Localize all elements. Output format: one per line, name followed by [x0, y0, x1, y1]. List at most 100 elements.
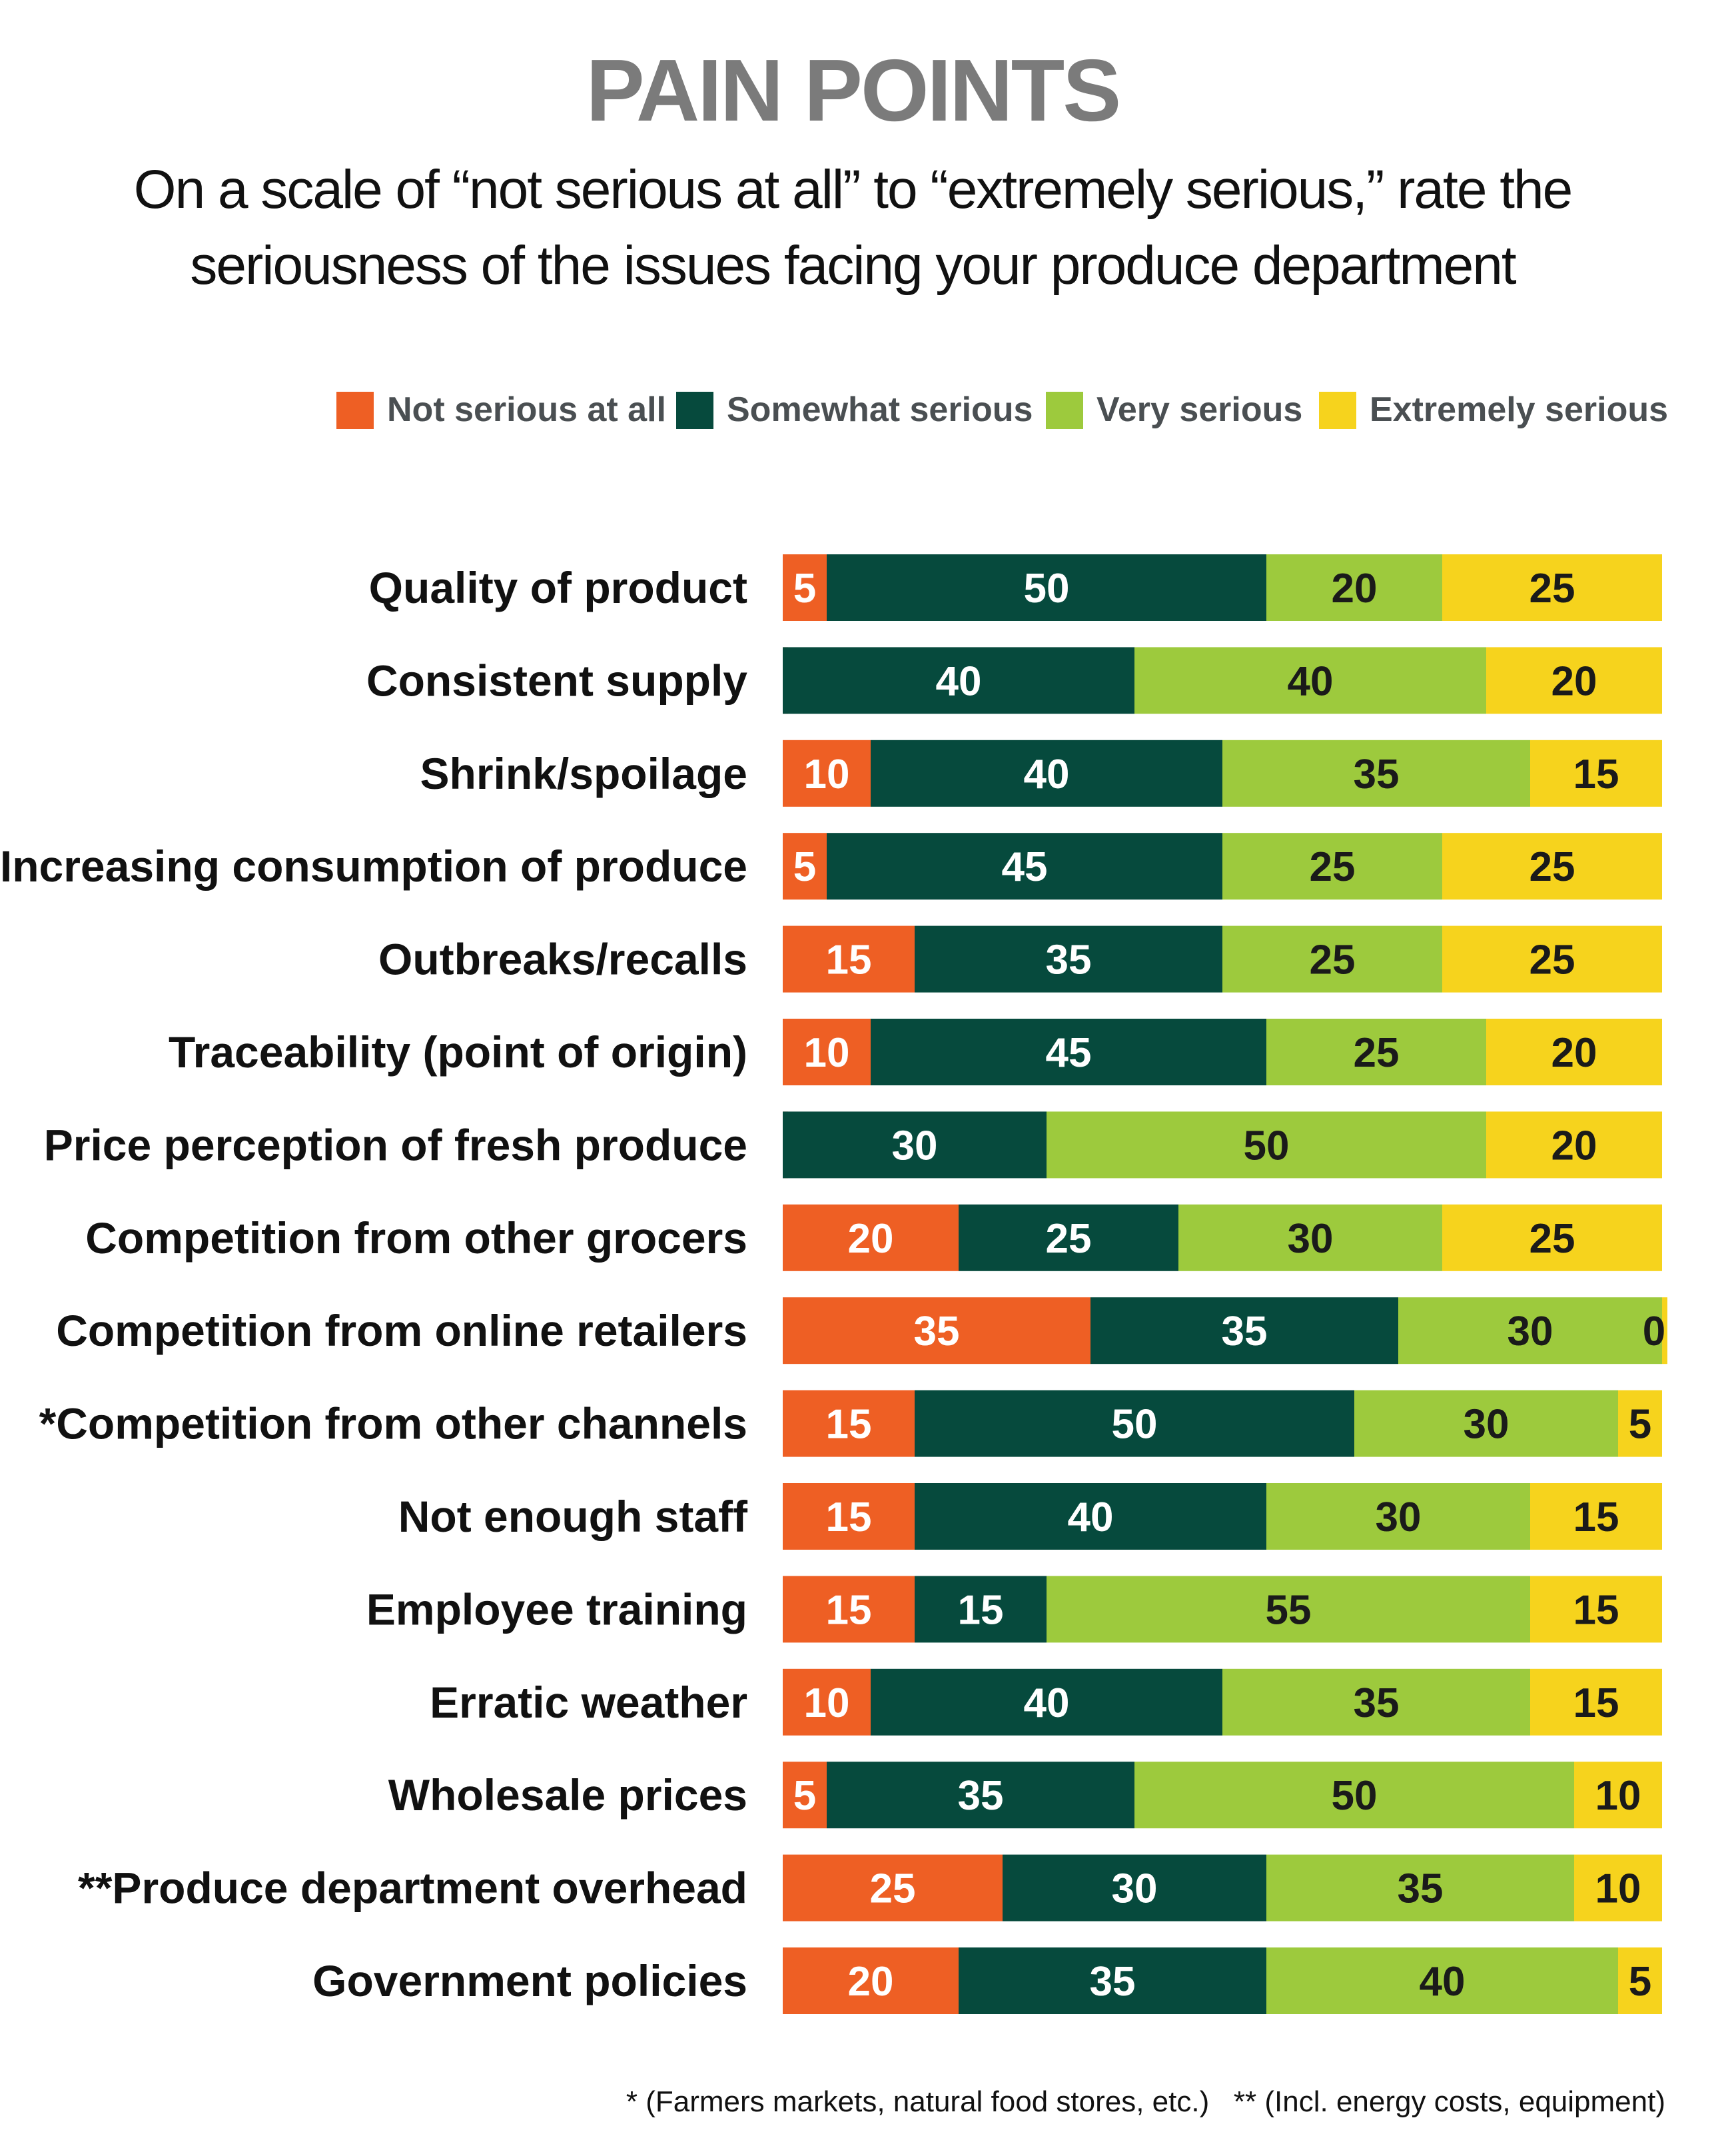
bar-segment	[1266, 1483, 1530, 1550]
category-label: Shrink/spoilage	[420, 749, 747, 798]
legend-swatch	[1319, 392, 1356, 429]
bar-segment	[1530, 740, 1662, 807]
data-label: 30	[1112, 1866, 1158, 1912]
category-label: Competition from online retailers	[56, 1306, 747, 1355]
data-label: 35	[914, 1309, 960, 1354]
bar-segment	[871, 1668, 1222, 1736]
bar-segment	[959, 1204, 1178, 1271]
bars: 5502025040402010403515545252515352525104…	[781, 554, 1667, 2014]
data-label: 25	[1310, 844, 1356, 890]
bar-segment	[871, 1019, 1266, 1085]
bar-segment	[783, 1947, 959, 2014]
bar-segment	[783, 1762, 827, 1829]
bar-segment	[915, 925, 1222, 993]
category-labels: Quality of product Consistent supply Shrin…	[0, 563, 748, 2005]
data-label: 25	[1529, 566, 1575, 612]
bar-segment	[783, 1390, 915, 1457]
data-label: 25	[1046, 1216, 1092, 1262]
data-label: 50	[1024, 566, 1070, 612]
data-label: 35	[1354, 1680, 1400, 1726]
data-label: 5	[793, 1773, 816, 1819]
bar-segment	[783, 1668, 871, 1736]
data-label: 10	[804, 1030, 850, 1076]
legend-swatch	[336, 392, 374, 429]
category-label: Wholesale prices	[388, 1770, 747, 1820]
data-label: 40	[1024, 752, 1070, 798]
bar-segment	[1003, 1854, 1266, 1921]
bar-segment	[1618, 1947, 1662, 2014]
data-label: 5	[793, 566, 816, 612]
data-label: 35	[1046, 937, 1092, 983]
data-label: 15	[1573, 1680, 1619, 1726]
bar-segment	[1442, 925, 1662, 993]
data-label: 20	[848, 1216, 894, 1262]
category-label: Increasing consumption of produce	[0, 841, 747, 891]
category-label: Not enough staff	[398, 1492, 748, 1541]
bar-segment	[783, 554, 827, 621]
bar-segment	[1266, 1947, 1618, 2014]
data-label: 25	[1529, 1216, 1575, 1262]
bar-segment	[1090, 1297, 1398, 1364]
data-label: 25	[1310, 937, 1356, 983]
data-label: 15	[826, 1402, 872, 1448]
data-label: 5	[793, 844, 816, 890]
legend-label: Not serious at all	[387, 390, 666, 429]
bar-segment	[1266, 554, 1442, 621]
data-label: 15	[826, 937, 872, 983]
data-label: 0	[1643, 1309, 1665, 1354]
data-label: 35	[1222, 1309, 1268, 1354]
data-label: 35	[1354, 752, 1400, 798]
legend: Not serious at all Somewhat serious Very s…	[336, 390, 1668, 429]
data-label: 10	[1595, 1773, 1641, 1819]
data-label: 30	[1288, 1216, 1334, 1262]
bar-segment	[827, 833, 1222, 900]
bar-segment	[1662, 1297, 1667, 1364]
data-label: 50	[1112, 1402, 1158, 1448]
data-label: 55	[1266, 1587, 1312, 1633]
bar-segment	[1047, 1111, 1486, 1179]
data-label: 20	[1551, 1030, 1597, 1076]
data-label: 10	[804, 752, 850, 798]
category-label: Erratic weather	[430, 1678, 747, 1727]
bar-segment	[1266, 1854, 1574, 1921]
bar-segment	[783, 925, 915, 993]
bar-segment	[783, 1483, 915, 1550]
bar-segment	[1442, 833, 1662, 900]
footnote: * (Farmers markets, natural food stores,…	[626, 2085, 1665, 2118]
data-label: 35	[1090, 1959, 1136, 2005]
bar-segment	[1486, 647, 1662, 714]
legend-swatch	[676, 392, 713, 429]
category-label: Quality of product	[369, 563, 747, 612]
bar-segment	[783, 740, 871, 807]
data-label: 25	[870, 1866, 916, 1912]
legend-label: Somewhat serious	[727, 390, 1033, 429]
bar-segment	[827, 554, 1266, 621]
bar-segment	[1486, 1019, 1662, 1085]
data-label: 30	[1508, 1309, 1553, 1354]
data-label: 25	[1354, 1030, 1400, 1076]
bar-segment	[827, 1762, 1134, 1829]
data-label: 5	[1629, 1402, 1651, 1448]
bar-segment	[1222, 833, 1442, 900]
bar-segment	[915, 1576, 1047, 1643]
legend-label: Extremely serious	[1370, 390, 1668, 429]
legend-swatch	[1046, 392, 1083, 429]
data-label: 25	[1529, 937, 1575, 983]
data-label: 20	[1551, 658, 1597, 704]
data-label: 5	[1629, 1959, 1651, 2005]
category-label: Government policies	[312, 1956, 747, 2005]
bar-segment	[1442, 554, 1662, 621]
bar-segment	[1530, 1483, 1662, 1550]
bar-segment	[783, 1854, 1003, 1921]
bar-segment	[1047, 1576, 1530, 1643]
data-label: 15	[1573, 1587, 1619, 1633]
bar-segment	[1134, 1762, 1574, 1829]
bar-segment	[783, 1297, 1090, 1364]
data-label: 10	[1595, 1866, 1641, 1912]
bar-segment	[1618, 1390, 1662, 1457]
category-label: Price perception of fresh produce	[44, 1120, 747, 1169]
chart-subtitle: On a scale of “not serious at all” to “e…	[133, 159, 1573, 296]
category-label: Employee training	[366, 1584, 747, 1634]
bar-segment	[915, 1390, 1354, 1457]
bar-segment	[871, 740, 1222, 807]
